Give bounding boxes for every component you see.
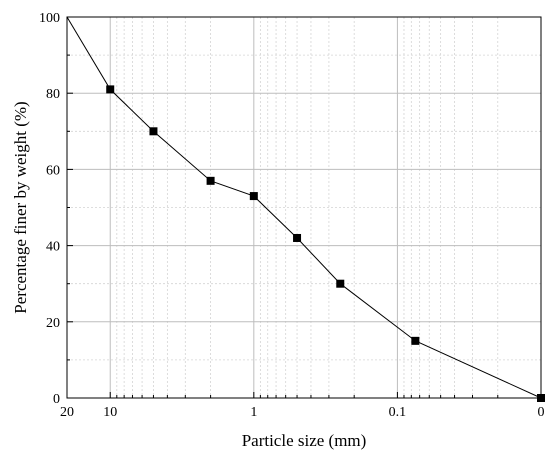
data-point-marker [411,336,420,345]
data-point-marker [206,176,215,185]
y-axis-title: Percentage finer by weight (%) [11,101,30,313]
y-tick-label: 0 [53,392,60,407]
data-point-marker [106,85,115,94]
axis-ticks [66,16,542,399]
data-point-marker [149,127,158,136]
minor-gridlines [67,17,541,398]
data-point-marker [293,233,302,242]
data-point-marker [336,279,345,288]
y-tick-label: 40 [46,240,60,255]
data-point-marker [249,192,258,201]
y-tick-label: 60 [46,163,60,178]
y-tick-label: 80 [46,87,60,102]
x-axis-title: Particle size (mm) [242,431,367,450]
series-layer [66,16,545,402]
x-tick-label: 0.1 [389,405,407,420]
x-tick-label: 1 [250,405,257,420]
y-tick-label: 20 [46,316,60,331]
x-tick-label: 0 [538,405,545,420]
x-tick-label: 10 [103,405,117,420]
y-tick-label: 100 [39,11,60,26]
x-tick-label: 20 [60,405,74,420]
